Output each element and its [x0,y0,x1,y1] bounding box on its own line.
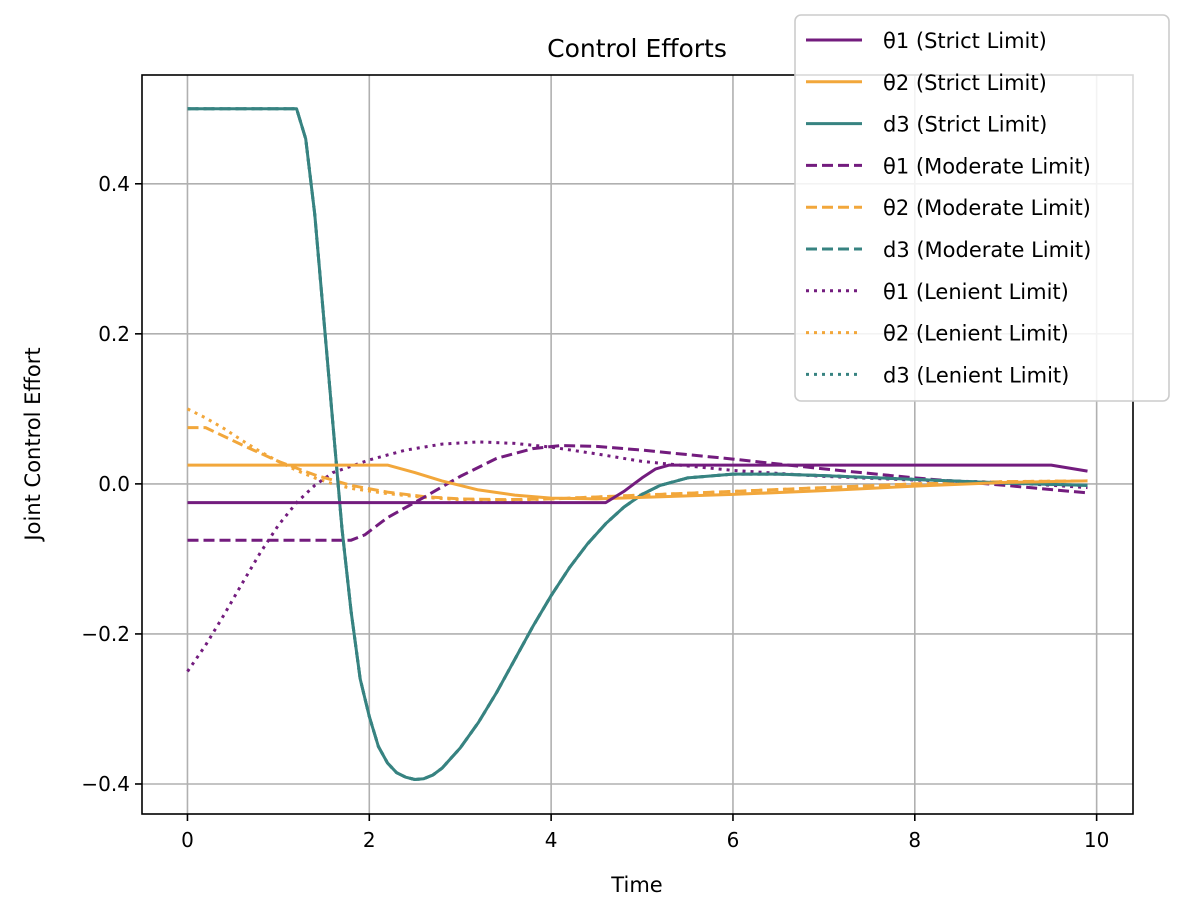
legend-label: θ1 (Strict Limit) [883,29,1047,53]
legend-label: θ2 (Lenient Limit) [883,322,1069,346]
y-tick-label: −0.4 [81,772,130,796]
x-axis-label: Time [610,873,662,897]
series-line [187,107,1088,781]
y-tick-label: −0.2 [81,622,130,646]
series-line [187,444,1088,542]
legend-box [794,14,1170,402]
y-axis-label: Joint Control Effort [21,347,45,542]
legend-label: d3 (Lenient Limit) [883,363,1069,387]
x-tick-label: 0 [181,828,194,852]
series-line [186,407,1088,502]
series-line [187,463,1088,505]
y-tick-label: 0.0 [98,472,130,496]
x-tick-label: 10 [1084,828,1109,852]
x-tick-label: 4 [545,828,558,852]
legend-label: θ1 (Moderate Limit) [883,154,1091,178]
axis-ticks: 0 2 4 6 8 10 −0.4 −0.2 0.0 0.2 0.4 [81,172,1109,852]
series-line [187,426,1088,502]
series-line [187,463,1088,501]
series-line [186,440,1088,673]
legend-label: θ2 (Moderate Limit) [883,196,1091,220]
x-tick-label: 6 [727,828,740,852]
legend-label: d3 (Moderate Limit) [883,238,1091,262]
chart-title: Control Efforts [547,34,727,63]
y-tick-label: 0.4 [98,172,130,196]
x-tick-label: 2 [363,828,376,852]
x-tick-label: 8 [908,828,921,852]
plot-frame [141,74,1134,815]
legend: θ1 (Strict Limit) θ2 (Strict Limit) d3 (St… [794,14,1170,402]
legend-label: d3 (Strict Limit) [883,113,1047,137]
legend-label: θ2 (Strict Limit) [883,71,1047,95]
legend-label: θ1 (Lenient Limit) [883,280,1069,304]
series-lines [186,107,1088,781]
y-tick-label: 0.2 [98,322,130,346]
